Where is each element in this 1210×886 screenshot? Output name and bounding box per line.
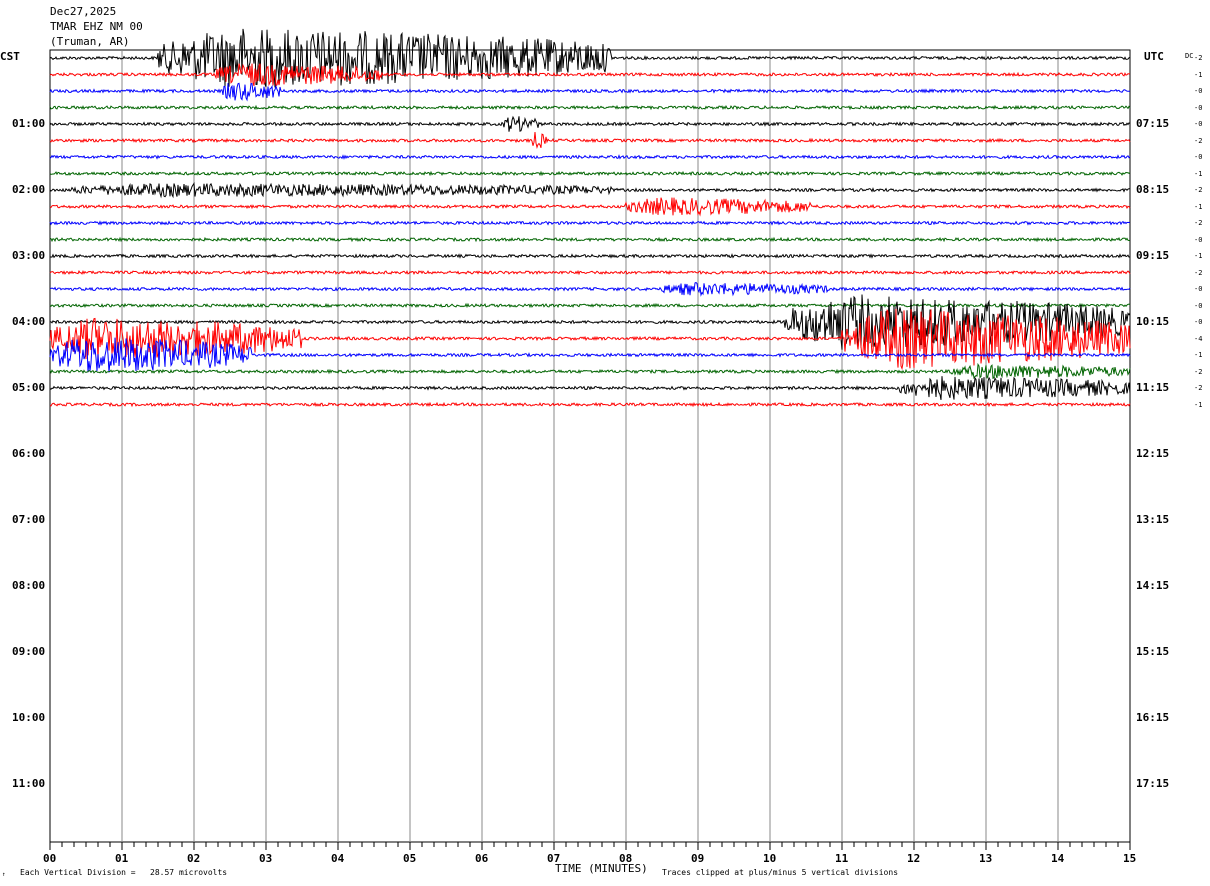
dc-offset-label: -0 xyxy=(1194,120,1203,128)
x-tick-label: 14 xyxy=(1051,852,1065,865)
x-tick-label: 03 xyxy=(259,852,273,865)
right-hour-label: 14:15 xyxy=(1136,579,1170,592)
seismic-trace xyxy=(49,82,1131,102)
x-axis-ticks xyxy=(49,842,1131,850)
corner-arrow-icon: ↑ xyxy=(2,871,6,878)
left-hour-label: 08:00 xyxy=(12,579,46,592)
dc-offset-label: -2 xyxy=(1194,186,1203,194)
seismic-trace xyxy=(49,154,1131,160)
dc-offset-label: -2 xyxy=(1194,54,1203,62)
x-tick-label: 06 xyxy=(475,852,489,865)
seismic-trace xyxy=(49,401,1131,408)
right-hour-label: 13:15 xyxy=(1136,513,1170,526)
dc-offset-label: -4 xyxy=(1194,334,1203,343)
dc-offset-label: -1 xyxy=(1194,400,1203,409)
x-tick-label: 13 xyxy=(979,852,993,865)
seismic-trace xyxy=(49,362,1131,380)
x-tick-label: 15 xyxy=(1123,852,1137,865)
dc-offset-label: -1 xyxy=(1194,202,1203,211)
seismic-trace xyxy=(49,170,1131,177)
x-tick-label: 05 xyxy=(403,852,417,865)
dc-offset-label: -1 xyxy=(1194,70,1203,79)
dc-offset-label: -0 xyxy=(1194,318,1203,326)
right-hour-label: 09:15 xyxy=(1136,249,1170,262)
left-hour-label: 02:00 xyxy=(12,183,46,196)
right-zone-label: UTC xyxy=(1144,50,1164,63)
seismic-trace xyxy=(49,294,1131,350)
clip-note: Traces clipped at plus/minus 5 vertical … xyxy=(662,868,899,877)
x-tick-label: 04 xyxy=(331,852,345,865)
right-hour-label: 17:15 xyxy=(1136,777,1170,790)
left-hour-label: 07:00 xyxy=(12,513,46,526)
right-hour-label: 07:15 xyxy=(1136,117,1170,130)
right-hour-label: 10:15 xyxy=(1136,315,1170,328)
left-zone-label: CST xyxy=(0,50,20,63)
x-tick-label: 02 xyxy=(187,852,201,865)
header-location: (Truman, AR) xyxy=(50,35,130,48)
right-hour-label: 12:15 xyxy=(1136,447,1170,460)
dc-header: DC xyxy=(1185,52,1194,60)
dc-offset-label: -1 xyxy=(1194,351,1203,359)
seismic-trace xyxy=(49,236,1131,243)
dc-offset-label: -0 xyxy=(1194,301,1203,310)
seismic-trace xyxy=(49,302,1131,309)
header-station: TMAR EHZ NM 00 xyxy=(50,20,143,33)
dc-offset-label: -0 xyxy=(1194,235,1203,244)
header-date: Dec27,2025 xyxy=(50,5,117,18)
right-hour-label: 15:15 xyxy=(1136,645,1170,658)
seismic-trace xyxy=(49,269,1131,276)
x-tick-label: 08 xyxy=(619,852,633,865)
seismic-traces xyxy=(49,28,1131,408)
dc-offset-label: -0 xyxy=(1194,103,1203,112)
seismic-trace xyxy=(49,281,1131,297)
left-hour-label: 05:00 xyxy=(12,381,46,394)
dc-offset-label: -1 xyxy=(1194,252,1203,260)
seismic-trace xyxy=(49,115,1131,132)
plot-frame xyxy=(49,49,1131,843)
dc-offset-label: -2 xyxy=(1194,136,1203,145)
seismic-trace xyxy=(49,131,1131,150)
seismic-trace xyxy=(49,63,1131,87)
right-hour-label: 08:15 xyxy=(1136,183,1170,196)
left-hour-label: 03:00 xyxy=(12,249,46,262)
right-hour-label: 16:15 xyxy=(1136,711,1170,724)
dc-offset-label: -2 xyxy=(1194,367,1203,376)
x-tick-label: 01 xyxy=(115,852,129,865)
x-tick-label: 09 xyxy=(691,852,705,865)
seismic-trace xyxy=(49,104,1131,111)
plot-grid xyxy=(49,49,1131,843)
seismic-trace xyxy=(49,337,1131,373)
x-tick-label: 11 xyxy=(835,852,849,865)
dc-offset-label: -0 xyxy=(1194,87,1203,95)
dc-offset-label: -2 xyxy=(1194,268,1203,277)
left-hour-label: 11:00 xyxy=(12,777,46,790)
seismic-trace xyxy=(49,28,1131,88)
x-tick-label: 00 xyxy=(43,852,57,865)
seismic-trace xyxy=(49,181,1130,199)
seismic-trace xyxy=(49,308,1131,371)
left-hour-label: 10:00 xyxy=(12,711,46,724)
x-tick-label: 12 xyxy=(907,852,921,865)
dc-offset-label: -1 xyxy=(1194,169,1203,178)
dc-offset-label: -2 xyxy=(1194,384,1203,392)
dc-offset-label: -0 xyxy=(1194,153,1203,161)
left-hour-label: 01:00 xyxy=(12,117,46,130)
seismic-trace xyxy=(49,220,1131,226)
x-tick-label: 07 xyxy=(547,852,561,865)
left-hour-label: 04:00 xyxy=(12,315,46,328)
seismic-trace xyxy=(49,376,1131,400)
x-tick-label: 10 xyxy=(763,852,777,865)
dc-offset-label: -2 xyxy=(1194,219,1203,227)
left-hour-label: 09:00 xyxy=(12,645,46,658)
scale-note: Each Vertical Division = 28.57 microvolt… xyxy=(20,868,228,877)
seismic-trace xyxy=(49,197,1131,217)
x-axis-title: TIME (MINUTES) xyxy=(555,862,648,875)
dc-offset-label: -0 xyxy=(1194,285,1203,293)
left-hour-label: 06:00 xyxy=(12,447,46,460)
right-hour-label: 11:15 xyxy=(1136,381,1170,394)
seismic-trace xyxy=(50,253,1131,259)
